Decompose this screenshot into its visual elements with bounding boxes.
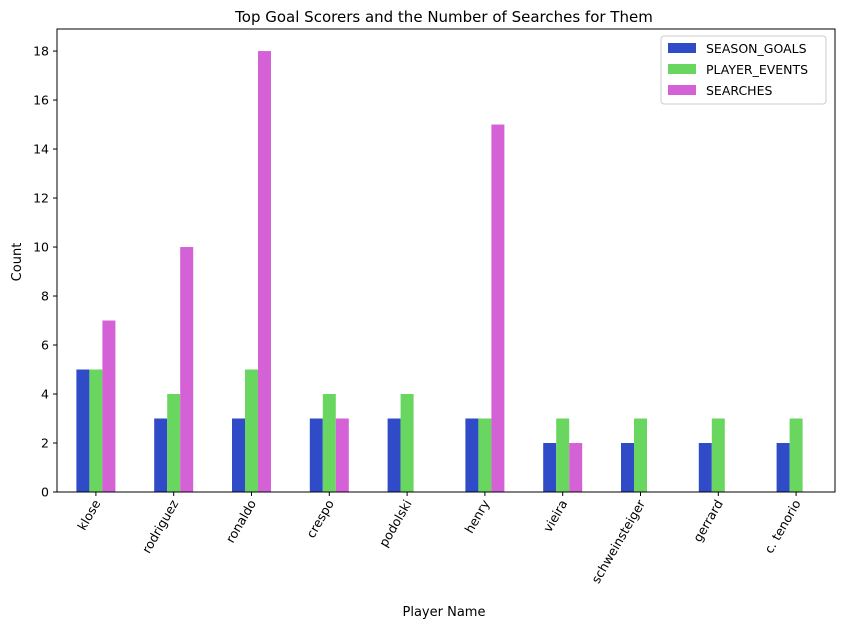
legend-swatch-season-goals [668,43,696,53]
bar-searches-0 [102,320,116,492]
bar-season-goals-8 [698,443,712,492]
legend: SEASON_GOALS PLAYER_EVENTS SEARCHES [660,35,827,105]
y-tick-label: 8 [41,289,49,304]
bar-season-goals-4 [387,418,401,492]
bar-season-goals-6 [543,443,557,492]
bar-player-events-4 [400,394,414,492]
bar-player-events-7 [634,418,647,492]
bar-player-events-1 [167,394,181,492]
bar-season-goals-0 [76,369,90,492]
bar-player-events-6 [556,418,570,492]
bar-season-goals-1 [154,418,168,492]
y-tick-label: 6 [41,338,49,353]
legend-label-season-goals: SEASON_GOALS [706,41,807,56]
x-tick-label: vieira [540,497,570,535]
bar-season-goals-9 [776,443,790,492]
x-tick-label: ronaldo [223,497,260,545]
legend-label-searches: SEARCHES [706,83,772,98]
x-tick-label: gerrard [690,497,726,545]
y-tick-label: 0 [41,485,49,500]
bar-searches-6 [569,443,583,492]
x-tick-label: podolski [376,497,415,549]
bar-player-events-8 [711,418,725,492]
y-tick-label: 2 [41,436,49,451]
bar-player-events-0 [89,369,103,492]
bar-season-goals-3 [309,418,323,492]
legend-box [660,35,827,105]
plot-frame [56,28,836,493]
y-tick-label: 18 [33,44,49,59]
bar-searches-5 [491,124,505,493]
chart-title: Top Goal Scorers and the Number of Searc… [234,8,653,26]
bar-searches-3 [335,418,349,492]
x-tick-label: crespo [303,497,337,540]
x-tick-label: c. tenorio [761,497,804,556]
legend-label-player-events: PLAYER_EVENTS [706,62,808,77]
y-axis-label: Count [10,243,25,282]
x-tick-label: rodriguez [139,497,182,556]
y-tick-label: 12 [33,191,49,206]
bar-searches-1 [180,247,194,492]
bar-player-events-5 [478,418,492,492]
legend-swatch-searches [668,85,696,95]
x-tick-label: schweinsteiger [588,496,648,586]
bar-player-events-2 [245,369,258,492]
bar-season-goals-7 [621,443,634,492]
legend-swatch-player-events [668,64,696,74]
y-tick-label: 16 [33,93,49,108]
x-axis-label: Player Name [403,605,486,620]
x-tick-label: klose [74,497,103,533]
x-tick-label: henry [461,496,492,535]
bar-player-events-3 [322,394,336,492]
plot-area: 0 2 4 6 8 10 12 14 16 18 klose rodriguez ronaldo cres… [33,28,836,586]
bar-searches-2 [258,51,271,493]
y-tick-label: 10 [33,240,49,255]
bar-player-events-9 [789,418,803,492]
y-tick-label: 14 [33,142,49,157]
bar-season-goals-5 [465,418,479,492]
bar-season-goals-2 [232,418,245,492]
y-tick-label: 4 [41,387,49,402]
